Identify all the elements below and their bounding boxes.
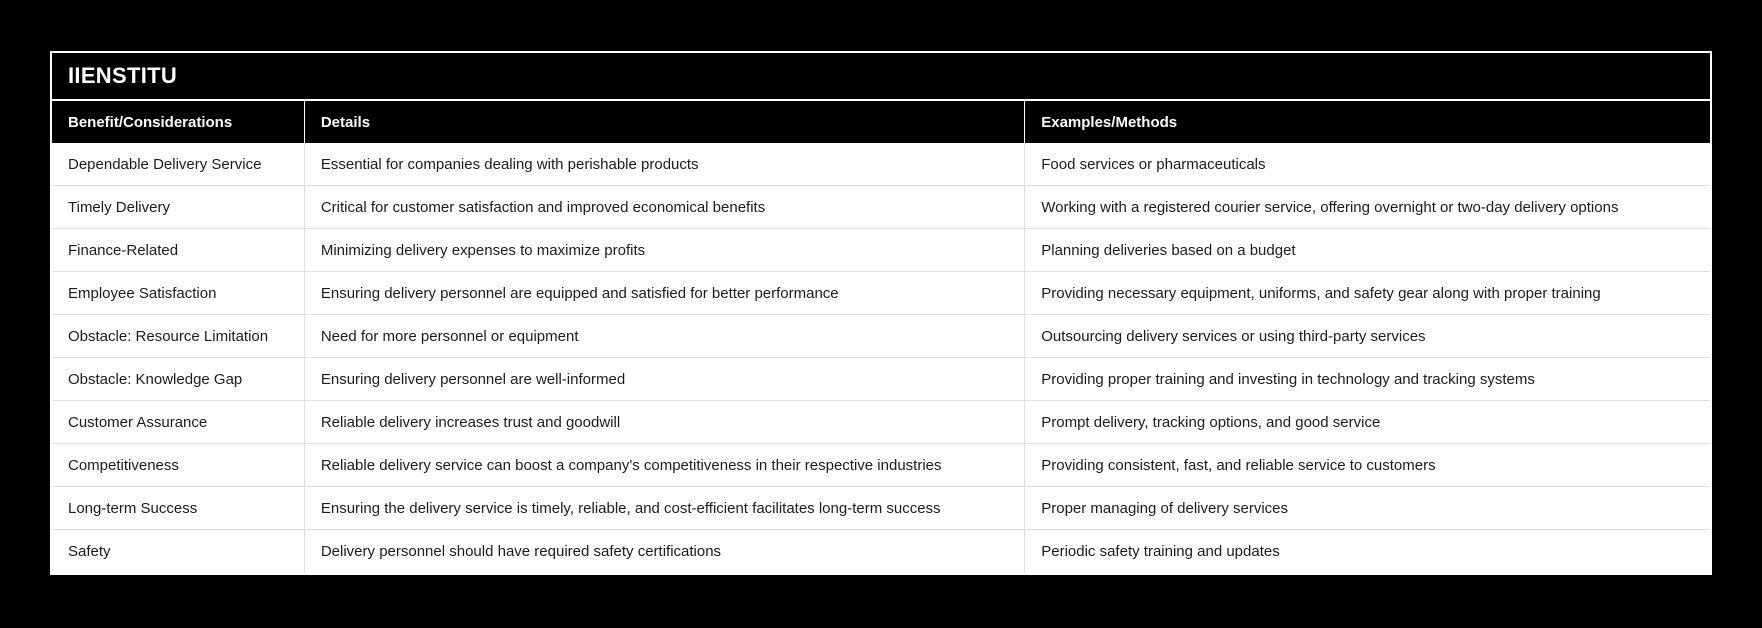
examples-cell: Outsourcing delivery services or using t… (1041, 327, 1426, 345)
examples-cell: Periodic safety training and updates (1041, 543, 1280, 560)
table-row: Employee Satisfaction Ensuring delivery … (52, 272, 1710, 315)
details-cell: Reliable delivery service can boost a co… (305, 444, 1026, 486)
column-header-benefit: Benefit/Considerations (52, 101, 305, 143)
details-cell: Delivery personnel should have required … (305, 530, 1026, 573)
table-row: Dependable Delivery Service Essential fo… (52, 143, 1710, 186)
details-cell: Ensuring delivery personnel are equipped… (305, 272, 1026, 314)
table-row: Obstacle: Resource Limitation Need for m… (52, 315, 1710, 358)
examples-cell: Prompt delivery, tracking options, and g… (1041, 413, 1381, 431)
details-cell: Ensuring delivery personnel are well-inf… (305, 358, 1026, 400)
benefit-cell: Employee Satisfaction (52, 272, 305, 314)
examples-cell: Planning deliveries based on a budget (1041, 241, 1296, 259)
table-row: Obstacle: Knowledge Gap Ensuring deliver… (52, 358, 1710, 401)
benefit-cell: Finance-Related (52, 229, 305, 271)
table-row: Finance-Related Minimizing delivery expe… (52, 229, 1710, 272)
details-cell: Ensuring the delivery service is timely,… (305, 487, 1026, 529)
table-row: Safety Delivery personnel should have re… (52, 530, 1710, 573)
table-title: IIENSTITU (68, 63, 178, 88)
benefit-cell: Safety (52, 530, 305, 573)
details-cell: Minimizing delivery expenses to maximize… (305, 229, 1026, 271)
examples-cell: Providing proper training and investing … (1041, 370, 1535, 388)
benefit-cell: Dependable Delivery Service (52, 143, 305, 185)
examples-cell: Proper managing of delivery services (1041, 499, 1289, 517)
details-cell: Critical for customer satisfaction and i… (305, 186, 1026, 228)
table-header-row: Benefit/Considerations Details Examples/… (52, 101, 1710, 143)
table-row: Timely Delivery Critical for customer sa… (52, 186, 1710, 229)
benefit-cell: Competitiveness (52, 444, 305, 486)
details-cell: Reliable delivery increases trust and go… (305, 401, 1026, 443)
details-cell: Essential for companies dealing with per… (305, 143, 1026, 185)
examples-cell: Providing consistent, fast, and reliable… (1041, 456, 1436, 474)
examples-cell: Providing necessary equipment, uniforms,… (1041, 284, 1601, 302)
examples-cell: Working with a registered courier servic… (1041, 198, 1619, 216)
benefit-cell: Obstacle: Knowledge Gap (52, 358, 305, 400)
benefits-table: IIENSTITU Benefit/Considerations Details… (50, 51, 1712, 575)
table-row: Competitiveness Reliable delivery servic… (52, 444, 1710, 487)
column-header-details: Details (305, 101, 1026, 143)
benefit-cell: Timely Delivery (52, 186, 305, 228)
table-title-bar: IIENSTITU (52, 53, 1710, 101)
table-row: Long-term Success Ensuring the delivery … (52, 487, 1710, 530)
details-cell: Need for more personnel or equipment (305, 315, 1026, 357)
table-row: Customer Assurance Reliable delivery inc… (52, 401, 1710, 444)
table-body: Dependable Delivery Service Essential fo… (52, 143, 1710, 573)
column-header-examples: Examples/Methods (1041, 113, 1178, 131)
benefit-cell: Long-term Success (52, 487, 305, 529)
benefit-cell: Obstacle: Resource Limitation (52, 315, 305, 357)
examples-cell: Food services or pharmaceuticals (1041, 155, 1266, 173)
benefit-cell: Customer Assurance (52, 401, 305, 443)
